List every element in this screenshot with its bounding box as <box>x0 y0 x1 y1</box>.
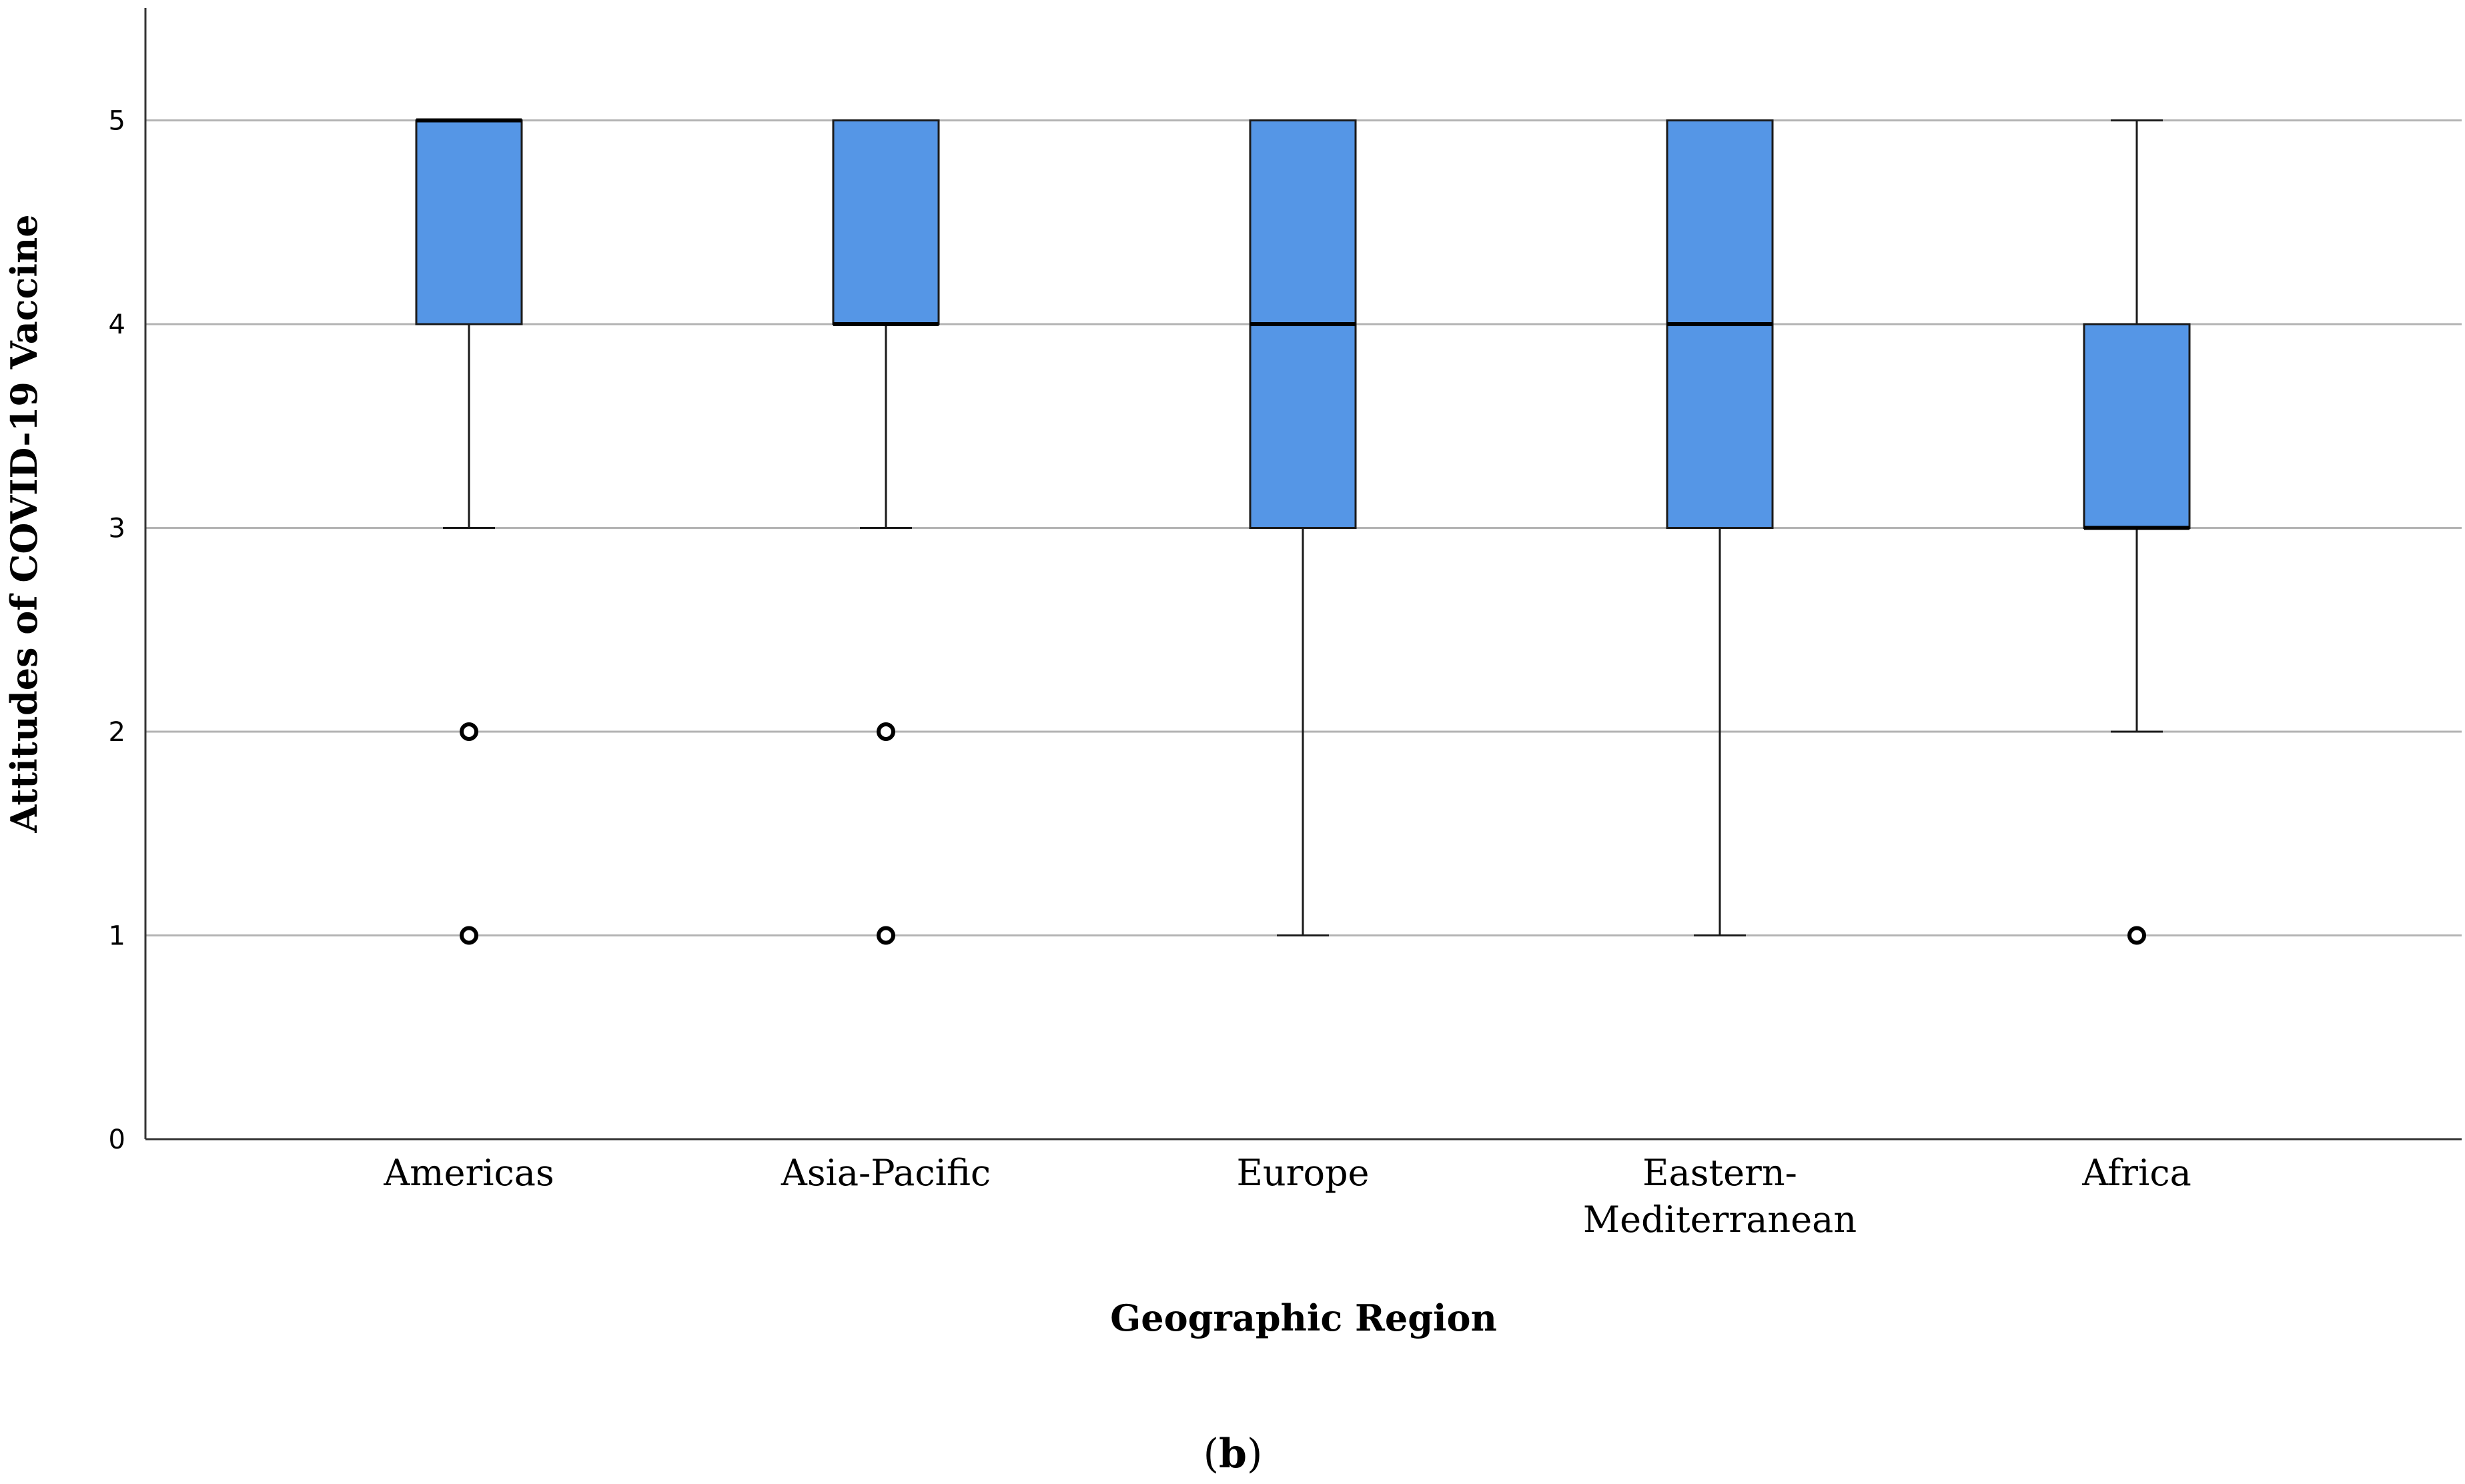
box-group <box>415 118 523 945</box>
y-tick-label: 2 <box>109 717 125 748</box>
y-tick-label: 1 <box>109 921 125 952</box>
panel-label: (b) <box>1203 1431 1263 1477</box>
y-axis-title: Attitudes of COVID-19 Vaccine <box>3 214 45 833</box>
box-group <box>832 119 940 945</box>
x-tick-labels: Americas Asia-Pacific Europe Eastern-Medite… <box>383 1152 2191 1241</box>
y-tick-label: 5 <box>109 106 125 137</box>
box-body <box>832 119 940 325</box>
outlier-point <box>877 926 895 945</box>
x-tick-label: Americas <box>383 1152 554 1194</box>
outlier-point <box>877 722 895 741</box>
axes <box>144 8 2462 1141</box>
box-group <box>1666 119 1774 936</box>
x-axis-title: Geographic Region <box>1110 1297 1497 1339</box>
y-tick-label: 0 <box>109 1125 125 1155</box>
boxes <box>415 118 2191 945</box>
box-group <box>2083 119 2191 945</box>
box-group <box>1249 119 1357 936</box>
y-tick-labels: 0 1 2 3 4 5 <box>109 106 125 1156</box>
y-tick-label: 4 <box>109 309 125 340</box>
x-tick-label: Africa <box>2081 1152 2191 1194</box>
x-tick-label: Europe <box>1236 1152 1369 1194</box>
x-tick-label: Asia-Pacific <box>781 1152 991 1194</box>
box-body <box>415 119 523 325</box>
outlier-point <box>2127 926 2146 945</box>
outlier-point <box>460 722 478 741</box>
y-tick-label: 3 <box>109 514 125 544</box>
x-tick-label: Eastern-Mediterranean <box>1583 1152 1857 1241</box>
box-body <box>2083 323 2191 529</box>
outlier-point <box>460 926 478 945</box>
